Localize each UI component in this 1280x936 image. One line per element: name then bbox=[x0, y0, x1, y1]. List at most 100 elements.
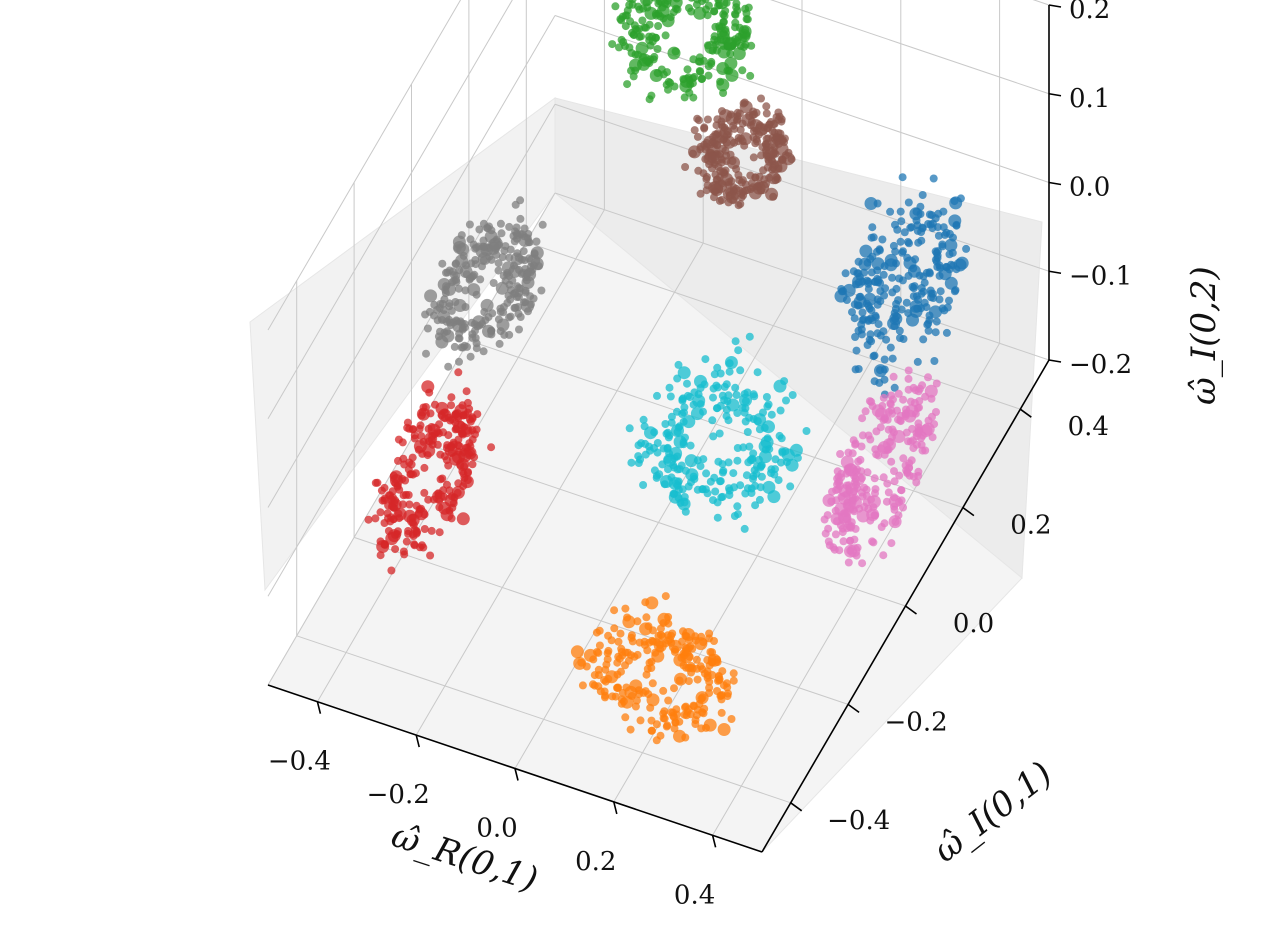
data-point-series-6 bbox=[522, 276, 531, 285]
data-point-series-1 bbox=[658, 632, 667, 641]
data-point-series-1 bbox=[708, 658, 717, 667]
data-point-series-0 bbox=[931, 328, 940, 337]
data-point-series-7 bbox=[753, 368, 762, 377]
data-point-series-5 bbox=[914, 419, 923, 428]
data-point-series-5 bbox=[850, 535, 859, 544]
data-point-series-4 bbox=[740, 98, 749, 107]
data-point-series-3 bbox=[463, 446, 477, 460]
data-point-series-3 bbox=[385, 532, 399, 546]
data-point-series-6 bbox=[460, 323, 469, 332]
data-point-series-0 bbox=[873, 300, 882, 309]
data-point-series-3 bbox=[440, 408, 449, 417]
x-tick-label-0: −0.4 bbox=[268, 747, 331, 777]
data-point-series-7 bbox=[673, 407, 681, 416]
data-point-series-6 bbox=[470, 320, 479, 329]
data-point-series-0 bbox=[904, 271, 913, 280]
data-point-series-3 bbox=[407, 470, 415, 479]
data-point-series-3 bbox=[427, 526, 436, 535]
data-point-series-6 bbox=[475, 225, 484, 234]
data-point-series-4 bbox=[780, 134, 789, 143]
data-point-series-7 bbox=[701, 355, 710, 364]
data-point-series-4 bbox=[767, 171, 780, 185]
data-point-series-5 bbox=[886, 400, 895, 409]
data-point-series-6 bbox=[494, 266, 503, 275]
data-point-series-2 bbox=[639, 4, 647, 13]
data-point-series-6 bbox=[513, 231, 522, 240]
data-point-series-0 bbox=[945, 296, 953, 305]
data-point-series-5 bbox=[904, 374, 913, 383]
data-point-series-2 bbox=[645, 95, 654, 104]
data-point-series-7 bbox=[748, 456, 757, 465]
data-point-series-6 bbox=[494, 259, 503, 268]
data-point-series-7 bbox=[639, 415, 648, 424]
data-point-series-6 bbox=[496, 219, 505, 228]
data-point-series-4 bbox=[753, 137, 762, 146]
data-point-series-2 bbox=[689, 55, 698, 64]
data-point-series-6 bbox=[438, 259, 447, 268]
data-point-series-4 bbox=[769, 120, 778, 129]
data-point-series-2 bbox=[719, 18, 728, 27]
data-point-series-4 bbox=[728, 157, 737, 165]
data-point-series-7 bbox=[777, 434, 786, 443]
data-point-series-1 bbox=[681, 733, 690, 742]
data-point-series-6 bbox=[537, 286, 546, 295]
data-point-series-2 bbox=[666, 78, 675, 87]
y-tick-label-2: 0.0 bbox=[953, 609, 994, 639]
data-point-series-3 bbox=[371, 478, 380, 487]
data-point-series-0 bbox=[850, 314, 859, 323]
data-point-series-1 bbox=[645, 596, 659, 610]
data-point-series-7 bbox=[722, 412, 731, 421]
data-point-series-6 bbox=[422, 349, 430, 358]
data-point-series-5 bbox=[858, 414, 867, 423]
data-point-series-6 bbox=[489, 279, 498, 287]
data-point-series-3 bbox=[454, 404, 468, 418]
data-point-series-7 bbox=[709, 432, 718, 441]
data-point-series-1 bbox=[657, 612, 671, 626]
data-point-series-4 bbox=[772, 132, 781, 141]
data-point-series-1 bbox=[661, 592, 670, 601]
data-point-series-4 bbox=[751, 173, 760, 182]
data-point-series-0 bbox=[952, 265, 961, 274]
data-point-series-0 bbox=[855, 293, 864, 301]
data-point-series-1 bbox=[662, 722, 671, 731]
data-point-series-4 bbox=[736, 125, 745, 134]
grid-y-floor-2 bbox=[411, 438, 906, 607]
data-point-series-5 bbox=[824, 537, 833, 546]
data-point-series-7 bbox=[756, 483, 765, 492]
data-point-series-3 bbox=[432, 490, 446, 503]
data-point-series-1 bbox=[717, 708, 726, 717]
data-point-series-6 bbox=[506, 245, 515, 254]
data-point-series-1 bbox=[669, 711, 678, 720]
data-point-series-0 bbox=[880, 291, 889, 300]
data-point-series-0 bbox=[896, 237, 905, 246]
grid-z-back-1 bbox=[554, 103, 1050, 272]
y-tick-label-4: 0.4 bbox=[1068, 412, 1109, 442]
z-tick-label-4: 0.2 bbox=[1069, 0, 1110, 25]
data-point-series-0 bbox=[898, 276, 907, 285]
data-point-series-0 bbox=[853, 269, 862, 278]
data-point-series-0 bbox=[891, 247, 900, 256]
data-point-series-7 bbox=[668, 477, 682, 490]
data-point-series-0 bbox=[873, 247, 881, 256]
data-point-series-5 bbox=[884, 488, 893, 497]
data-point-series-3 bbox=[420, 525, 429, 533]
data-point-series-7 bbox=[742, 471, 751, 480]
data-point-series-1 bbox=[648, 679, 657, 688]
data-point-series-0 bbox=[854, 257, 863, 266]
data-point-series-7 bbox=[663, 444, 672, 453]
data-point-series-3 bbox=[414, 445, 423, 454]
data-point-series-3 bbox=[438, 474, 447, 483]
data-point-series-3 bbox=[410, 540, 419, 549]
data-point-series-0 bbox=[848, 308, 856, 317]
grid-z-left-1 bbox=[267, 103, 556, 597]
data-point-series-0 bbox=[866, 330, 875, 339]
data-point-series-7 bbox=[743, 388, 752, 397]
grid-z-back-2 bbox=[554, 15, 1050, 183]
data-point-series-2 bbox=[744, 3, 753, 12]
data-point-series-4 bbox=[724, 198, 733, 207]
data-point-series-7 bbox=[636, 455, 645, 464]
data-point-series-5 bbox=[899, 503, 907, 512]
data-point-series-1 bbox=[705, 689, 714, 698]
data-point-series-2 bbox=[634, 50, 642, 59]
